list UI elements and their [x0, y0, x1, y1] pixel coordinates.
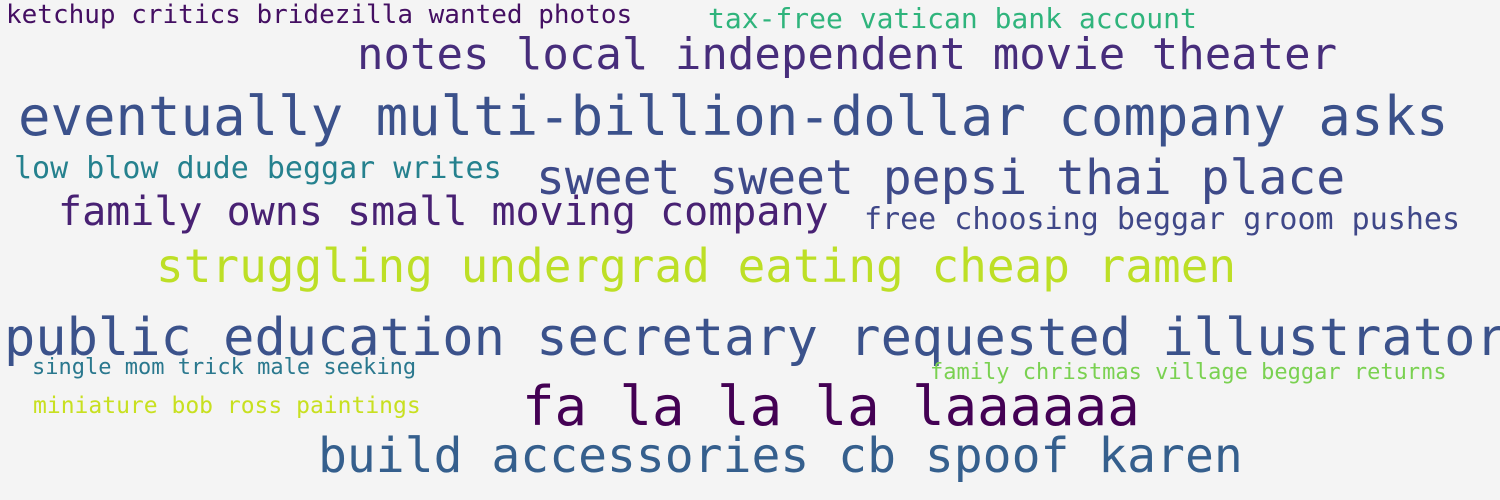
- cloud-phrase: family owns small moving company: [58, 189, 829, 235]
- cloud-phrase: notes local independent movie theater: [357, 29, 1338, 80]
- cloud-phrase: tax-free vatican bank account: [708, 2, 1197, 35]
- cloud-phrase: public education secretary requested ill…: [4, 308, 1500, 368]
- cloud-phrase: free choosing beggar groom pushes: [864, 202, 1461, 237]
- cloud-phrase: miniature bob ross paintings: [33, 393, 421, 419]
- cloud-phrase: sweet sweet pepsi thai place: [536, 150, 1346, 206]
- cloud-phrase: single mom trick male seeking: [32, 355, 417, 380]
- cloud-phrase: fa la la la laaaaaa: [522, 375, 1140, 438]
- cloud-phrase: struggling undergrad eating cheap ramen: [156, 239, 1237, 293]
- cloud-phrase: eventually multi-billion-dollar company …: [18, 85, 1449, 148]
- cloud-phrase: family christmas village beggar returns: [930, 360, 1447, 385]
- cloud-phrase: low blow dude beggar writes: [14, 151, 502, 186]
- cloud-phrase: ketchup critics bridezilla wanted photos: [6, 0, 633, 30]
- cloud-phrase: build accessories cb spoof karen: [318, 428, 1243, 484]
